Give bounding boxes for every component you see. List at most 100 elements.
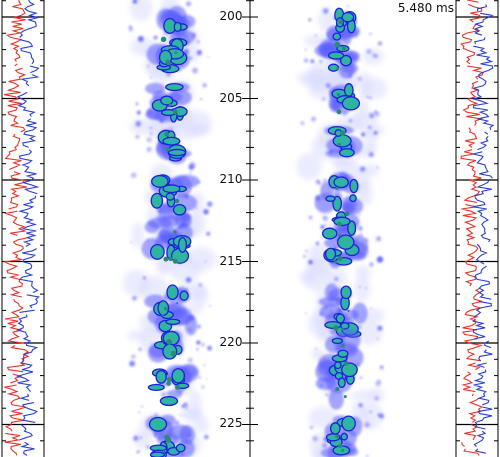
left-column-blob-hot — [164, 307, 168, 311]
left-column-speck — [129, 361, 135, 367]
left-column-blob-core — [180, 291, 188, 300]
left-column-blob-hot — [164, 435, 170, 441]
right-column-blob-hot — [336, 187, 339, 190]
right-column-speck — [358, 403, 363, 408]
right-column-speck — [324, 179, 326, 181]
right-column-speck — [361, 133, 365, 137]
tick-label-210: 210 — [220, 172, 243, 186]
left-column-speck — [207, 346, 212, 351]
right-column-blob-core — [336, 314, 344, 323]
right-column-speck — [347, 5, 349, 7]
left-column-speck — [135, 135, 139, 139]
left-column-blob-hot — [175, 385, 180, 390]
right-column-blob-hot — [335, 435, 339, 439]
left-column-blob-core — [160, 397, 177, 406]
right-column-speck — [304, 58, 309, 63]
left-column-haze — [186, 247, 216, 272]
left-column-blob-hot — [162, 450, 164, 452]
left-column-blob-core — [176, 444, 185, 451]
left-column-speck — [188, 358, 193, 363]
center-axis: 200 205 210 215 220 225 — [220, 0, 258, 457]
left-column-blob-hot — [173, 230, 176, 233]
right-column-blob-hot — [333, 325, 339, 331]
right-column-speck — [326, 83, 331, 88]
left-column-blob-hot — [169, 235, 171, 237]
right-column-speck — [360, 376, 363, 379]
left-column-speck — [206, 378, 208, 380]
left-column-blob-core — [179, 238, 187, 253]
left-column-speck — [141, 406, 143, 408]
right-column-speck — [379, 413, 384, 418]
right-column-speck — [315, 348, 317, 350]
right-column-speck — [303, 255, 306, 258]
right-column-speck — [369, 152, 374, 157]
right-column-speck — [378, 41, 382, 45]
left-column-speck — [201, 385, 204, 388]
right-column-blob-hot — [335, 387, 339, 391]
right-column-blob-core — [350, 179, 358, 192]
right-column-speck — [360, 166, 365, 171]
right-column-speck — [359, 286, 361, 288]
left-column-speck — [206, 232, 210, 236]
right-column-blob-core — [341, 433, 347, 439]
right-column-speck — [323, 8, 328, 13]
right-column-blob-hot — [344, 395, 347, 398]
right-column-blob-hot — [337, 93, 340, 96]
right-column-blob-core — [342, 97, 359, 110]
right-column-speck — [354, 84, 356, 86]
right-column-speck — [380, 366, 384, 370]
right-column-blob-core — [331, 423, 340, 434]
left-column-haze — [132, 222, 144, 248]
left-column-speck — [131, 355, 135, 359]
left-column-speck — [147, 147, 152, 152]
left-column-speck — [138, 36, 144, 42]
right-column-blob-hot — [341, 449, 344, 452]
left-column-speck — [161, 392, 166, 397]
left-column-speck — [207, 56, 209, 58]
left-column-speck — [137, 110, 141, 114]
tick-label-225: 225 — [220, 416, 243, 430]
right-column-blob-core — [350, 195, 356, 202]
tick-label-220: 220 — [220, 335, 243, 349]
left-column-speck — [146, 445, 150, 449]
right-column-speck — [367, 96, 369, 98]
left-column-blob-hot — [173, 259, 178, 264]
right-column-blob-glow — [329, 389, 344, 410]
left-column-speck — [209, 305, 211, 307]
left-trace-strip — [2, 0, 44, 457]
right-column-speck — [316, 180, 321, 185]
right-column-blob-hot — [336, 109, 341, 114]
left-column-speck — [129, 27, 134, 32]
right-column-speck — [300, 121, 304, 125]
left-column-speck — [132, 296, 137, 301]
right-column-blob-core — [326, 196, 335, 201]
left-column-blob-core — [151, 193, 162, 208]
right-column-speck — [360, 59, 362, 61]
right-trace-strip — [456, 0, 498, 457]
right-column-speck — [366, 49, 371, 54]
left-column-image — [123, 0, 216, 457]
right-column-speck — [375, 111, 380, 116]
left-column-speck — [203, 83, 207, 87]
right-column-blob-core — [338, 378, 345, 387]
right-column-haze — [362, 78, 387, 100]
left-strip-traces — [4, 0, 39, 455]
right-column-blob-hot — [338, 234, 341, 237]
tick-label-205: 205 — [220, 91, 243, 105]
right-strip-ticks — [456, 1, 498, 441]
right-column-speck — [349, 119, 353, 123]
right-column-blob-hot — [341, 343, 345, 347]
right-column-speck — [376, 236, 381, 241]
left-column-blob-core — [172, 369, 184, 383]
left-column-speck — [143, 277, 146, 280]
right-column-speck — [323, 216, 328, 221]
left-column-blob-core — [163, 185, 180, 193]
left-column-blob-core — [166, 84, 183, 91]
right-column-speck — [365, 287, 367, 289]
left-column-speck — [146, 137, 151, 142]
left-column-blob-core — [174, 22, 181, 31]
left-column-blob-core — [173, 205, 185, 215]
right-column-speck — [308, 18, 311, 21]
left-column-blob-hot — [166, 381, 171, 386]
